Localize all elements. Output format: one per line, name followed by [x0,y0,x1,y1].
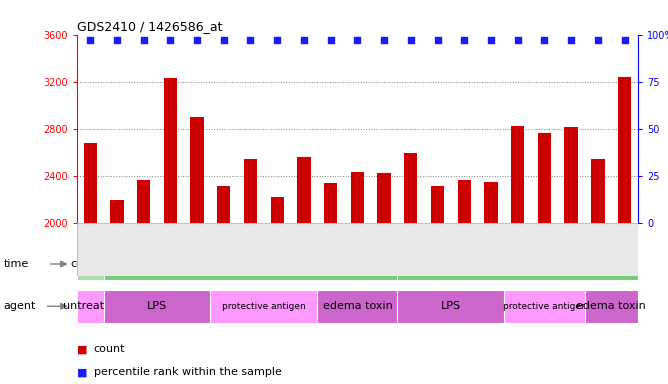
Bar [538,133,551,223]
Bar [324,183,337,223]
Point [379,37,389,43]
Bar [164,78,177,223]
Point [593,37,603,43]
Text: count: count [94,344,125,354]
Text: agent: agent [4,301,36,311]
Point [192,37,202,43]
Bar [591,159,605,223]
Bar [404,153,418,223]
Bar [351,172,364,223]
Point [165,37,176,43]
Bar [190,117,204,223]
Point [459,37,470,43]
Text: control: control [71,259,110,269]
Bar [217,186,230,223]
Point [138,37,149,43]
Bar [458,180,471,223]
Point [218,37,229,43]
Point [325,37,336,43]
Text: ■: ■ [77,344,88,354]
Point [512,37,523,43]
Point [272,37,283,43]
Bar [110,200,124,223]
Bar [484,182,498,223]
Text: 3 h: 3 h [242,259,259,269]
Text: protective antigen: protective antigen [502,302,587,311]
Point [486,37,496,43]
Point [85,37,96,43]
Text: untreated: untreated [63,301,118,311]
Point [619,37,630,43]
Text: GDS2410 / 1426586_at: GDS2410 / 1426586_at [77,20,222,33]
Point [352,37,363,43]
Point [432,37,443,43]
Bar [511,126,524,223]
Bar [297,157,311,223]
Text: LPS: LPS [147,301,167,311]
Text: ■: ■ [77,367,88,377]
Bar [564,127,578,223]
Point [112,37,122,43]
Point [299,37,309,43]
Text: time: time [4,259,29,269]
Bar [618,77,631,223]
Point [539,37,550,43]
Text: 6 h: 6 h [509,259,526,269]
Bar [137,180,150,223]
Bar [377,173,391,223]
Text: LPS: LPS [441,301,461,311]
Text: edema toxin: edema toxin [576,301,646,311]
Text: edema toxin: edema toxin [323,301,392,311]
Point [245,37,256,43]
Point [405,37,416,43]
Text: percentile rank within the sample: percentile rank within the sample [94,367,281,377]
Bar [431,186,444,223]
Bar [244,159,257,223]
Point [566,37,576,43]
Bar [84,143,97,223]
Text: protective antigen: protective antigen [222,302,306,311]
Bar [271,197,284,223]
